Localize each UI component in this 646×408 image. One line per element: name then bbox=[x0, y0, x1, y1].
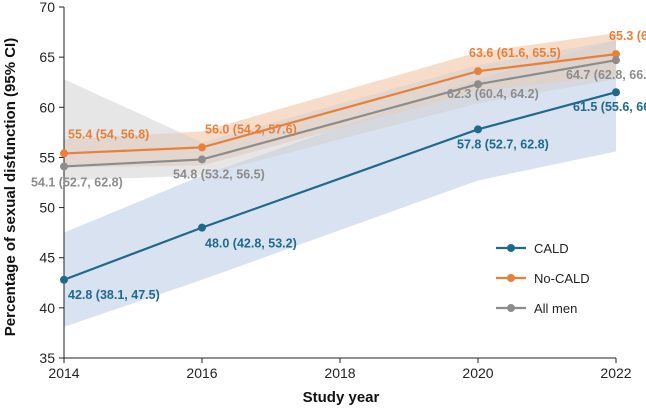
legend-label-no-cald: No-CALD bbox=[534, 271, 590, 286]
legend-marker-no-cald bbox=[507, 274, 515, 282]
data-point-cald bbox=[612, 88, 620, 97]
data-point-all-men bbox=[474, 80, 482, 89]
data-point-cald bbox=[474, 125, 482, 134]
y-tick-label: 35 bbox=[39, 350, 55, 366]
legend-label-cald: CALD bbox=[534, 241, 569, 256]
series-lines bbox=[63, 53, 617, 281]
x-tick-label: 2018 bbox=[324, 365, 355, 381]
y-tick-label: 50 bbox=[39, 200, 55, 216]
y-tick-label: 45 bbox=[39, 250, 55, 266]
data-label-all-men: 54.1 (52.7, 62.8) bbox=[31, 175, 123, 189]
data-label-cald: 57.8 (52.7, 62.8) bbox=[457, 137, 549, 151]
data-label-all-men: 54.8 (53.2, 56.5) bbox=[173, 167, 265, 181]
legend: CALD No-CALD All men bbox=[496, 241, 590, 316]
y-tick-label: 65 bbox=[39, 49, 55, 65]
series-points bbox=[60, 50, 620, 284]
legend-label-all-men: All men bbox=[534, 301, 577, 316]
data-label-all-men: 64.7 (62.8, 66.7) bbox=[566, 68, 646, 82]
data-label-no-cald: 56.0 (54.2, 57.6) bbox=[205, 122, 297, 136]
series-line-all-men bbox=[63, 59, 617, 168]
x-tick-label: 2016 bbox=[186, 365, 217, 381]
series-line-no-cald bbox=[63, 53, 617, 155]
data-point-no-cald bbox=[60, 149, 68, 158]
data-point-all-men bbox=[60, 162, 68, 171]
data-point-no-cald bbox=[198, 143, 206, 152]
y-tick-label: 40 bbox=[39, 300, 55, 316]
data-point-no-cald bbox=[474, 67, 482, 76]
y-axis-title: Percentage of sexual disfunction (95% CI… bbox=[2, 38, 19, 336]
legend-marker-all-men bbox=[507, 304, 515, 312]
y-tick-label: 60 bbox=[39, 99, 55, 115]
data-point-all-men bbox=[612, 56, 620, 65]
x-axis-title: Study year bbox=[303, 389, 380, 406]
y-tick-label: 55 bbox=[39, 149, 55, 165]
data-label-no-cald: 55.4 (54, 56.8) bbox=[68, 127, 149, 141]
data-point-all-men bbox=[198, 155, 206, 164]
data-label-no-cald: 65.3 (63.2, 67.4) bbox=[609, 29, 646, 43]
data-labels: 42.8 (38.1, 47.5) 48.0 (42.8, 53.2) 57.8 (… bbox=[31, 29, 646, 302]
ci-band-cald bbox=[64, 40, 616, 327]
x-tick-label: 2020 bbox=[462, 365, 493, 381]
axes: 35 40 45 50 55 60 65 70 2014 2016 2018 2020 2022 bbox=[39, 0, 631, 381]
data-point-cald bbox=[60, 275, 68, 284]
data-point-no-cald bbox=[612, 50, 620, 59]
data-label-cald: 42.8 (38.1, 47.5) bbox=[68, 288, 160, 302]
data-label-no-cald: 63.6 (61.6, 65.5) bbox=[469, 46, 561, 60]
data-label-cald: 61.5 (55.6, 66.7) bbox=[573, 100, 646, 114]
x-tick-label: 2014 bbox=[48, 365, 79, 381]
legend-marker-cald bbox=[507, 244, 515, 252]
series-line-cald bbox=[63, 91, 617, 281]
data-label-cald: 48.0 (42.8, 53.2) bbox=[205, 237, 297, 251]
data-point-cald bbox=[198, 223, 206, 232]
data-label-all-men: 62.3 (60.4, 64.2) bbox=[447, 87, 539, 101]
x-tick-label: 2022 bbox=[600, 365, 631, 381]
y-tick-label: 70 bbox=[39, 0, 55, 15]
